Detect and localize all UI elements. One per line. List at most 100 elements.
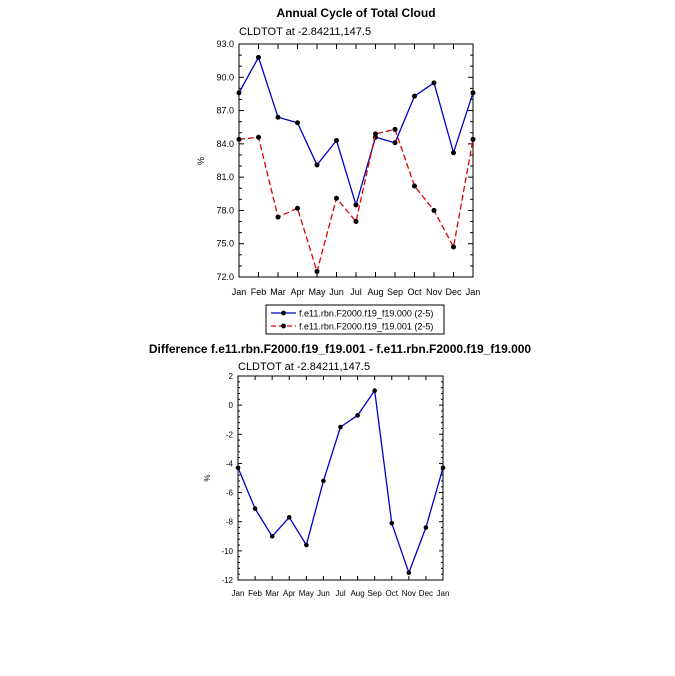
series-1-point (304, 542, 309, 548)
chart2-title: Difference f.e11.rbn.F2000.f19_f19.001 -… (149, 342, 532, 356)
x-tick-label: Jan (437, 589, 450, 598)
chart2-subtitle: CLDTOT at -2.84211,147.5 (238, 361, 370, 373)
series-2-point (334, 195, 339, 201)
series-1-point (269, 533, 275, 539)
series-2-point (470, 136, 476, 142)
legend2-label: f.e11.rbn.F2000.f19_f19.001 (2-5) (299, 322, 433, 332)
x-tick-label: Jul (350, 287, 362, 297)
chart2-ylabel: % (203, 474, 212, 481)
series-2-point (392, 126, 398, 132)
series-2-point (275, 214, 281, 220)
chart1-legend: f.e11.rbn.F2000.f19_f19.000 (2-5) f.e11.… (265, 304, 445, 335)
series-1-point (355, 413, 360, 418)
series-2-point (431, 207, 437, 213)
y-tick-label: 0 (229, 401, 234, 410)
x-tick-label: Jun (329, 287, 344, 297)
series-2-point (353, 219, 359, 225)
series-1-point (275, 114, 281, 120)
x-tick-label: Dec (419, 589, 433, 598)
x-tick-label: Dec (445, 287, 462, 297)
y-tick-label: -10 (221, 547, 233, 556)
x-tick-label: Feb (248, 589, 262, 598)
x-tick-label: Mar (270, 287, 286, 297)
series-1-point (295, 120, 300, 126)
chart-annual-cycle: Annual Cycle of Total Cloud CLDTOT at -2… (196, 6, 480, 335)
chart1-series (236, 54, 476, 274)
x-tick-label: May (299, 589, 314, 598)
y-tick-label: 2 (229, 372, 234, 381)
y-tick-label: 90.0 (216, 72, 234, 82)
y-tick-label: 87.0 (216, 106, 234, 116)
x-tick-label: Aug (350, 589, 364, 598)
chart1-axes: Jan Feb Mar Apr May Jun Jul Aug Sep Oct Nov Dec Jan 7… (216, 39, 480, 297)
chart1-title: Annual Cycle of Total Cloud (276, 6, 435, 20)
chart2-plot-frame (237, 375, 444, 581)
x-tick-label: Feb (251, 287, 267, 297)
legend1-marker (281, 310, 286, 316)
series-1-point (372, 388, 377, 393)
series-1-point (256, 54, 261, 60)
series-line-1 (237, 389, 444, 574)
series-2-point (256, 134, 261, 140)
series-2-point (373, 131, 378, 137)
series-1-point (334, 138, 339, 144)
series-1-point (338, 424, 343, 430)
series-1-point (314, 162, 320, 168)
x-tick-label: Nov (426, 287, 443, 297)
x-tick-label: Oct (386, 589, 399, 598)
chart1-subtitle: CLDTOT at -2.84211,147.5 (239, 26, 371, 38)
x-tick-label: Aug (367, 287, 383, 297)
chart2-axes: Jan Feb Mar Apr May Jun Jul Aug Sep Oct Nov Dec Jan-… (221, 372, 449, 598)
x-tick-label: Sep (368, 589, 383, 598)
x-tick-label: Sep (387, 287, 403, 297)
y-tick-label: 72.0 (216, 272, 234, 282)
series-1-point (406, 570, 412, 576)
series-1-point (412, 93, 417, 99)
series-2-point (295, 205, 300, 211)
chart1-plot-frame (238, 43, 474, 278)
series-1-point (423, 525, 429, 530)
x-tick-label: Jan (232, 589, 245, 598)
series-1-point (470, 90, 476, 96)
x-tick-label: Jan (232, 287, 247, 297)
series-line-2 (238, 128, 474, 273)
chart-difference: Difference f.e11.rbn.F2000.f19_f19.001 -… (149, 342, 532, 598)
series-1-point (252, 506, 258, 511)
x-tick-label: May (308, 287, 326, 297)
series-1-point (321, 478, 326, 484)
chart1-ylabel: % (196, 157, 206, 165)
series-2-point (236, 136, 242, 142)
chart1-legend-box (265, 304, 445, 335)
series-2-point (412, 183, 417, 189)
series-1-point (431, 80, 437, 86)
series-1-point (286, 515, 292, 520)
series-1-point (353, 202, 359, 208)
legend1-label: f.e11.rbn.F2000.f19_f19.000 (2-5) (299, 309, 433, 319)
y-tick-label: -12 (221, 576, 233, 585)
series-1-point (440, 465, 446, 471)
series-2-point (451, 244, 456, 250)
series-1-point (451, 150, 456, 156)
series-1-point (389, 520, 395, 526)
x-tick-label: Mar (265, 589, 279, 598)
series-1-point (235, 465, 241, 471)
x-tick-label: Apr (283, 589, 296, 598)
x-tick-label: Oct (407, 287, 422, 297)
x-tick-label: Jun (317, 589, 330, 598)
series-line-1 (238, 56, 474, 206)
y-tick-label: 93.0 (216, 39, 234, 49)
series-2-point (314, 268, 320, 274)
x-tick-label: Nov (402, 589, 416, 598)
x-tick-label: Jan (466, 287, 481, 297)
y-tick-label: -2 (226, 430, 234, 439)
series-1-point (392, 140, 398, 146)
chart2-series (235, 388, 446, 576)
y-tick-label: -6 (226, 489, 234, 498)
y-tick-label: 84.0 (216, 139, 234, 149)
legend2-marker (281, 323, 286, 329)
series-1-point (236, 90, 242, 96)
x-tick-label: Jul (335, 589, 345, 598)
y-tick-label: 78.0 (216, 205, 234, 215)
y-tick-label: 81.0 (216, 172, 234, 182)
